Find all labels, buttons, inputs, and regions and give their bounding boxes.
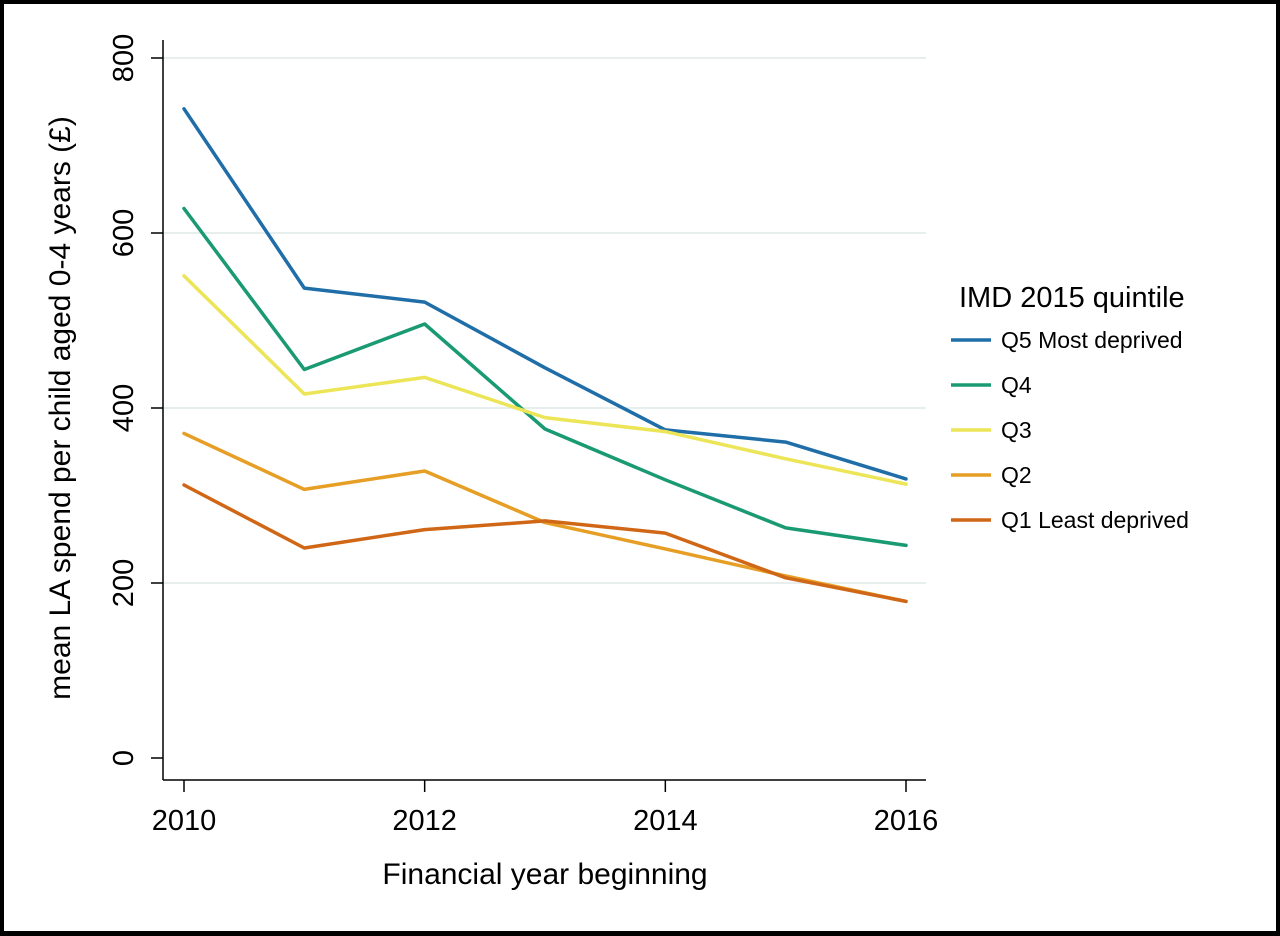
legend-items: Q5 Most deprived Q4 Q3 Q2 Q1 Least deprived [951, 327, 1189, 533]
legend-label-3: Q3 [1001, 417, 1032, 443]
x-tick-label-2012: 2012 [392, 805, 457, 837]
series-lines [182, 107, 908, 604]
legend-label-5: Q1 Least deprived [1001, 507, 1189, 533]
x-tick-label-2016: 2016 [874, 805, 939, 837]
gridlines [163, 57, 926, 584]
y-axis-ticks: 0 200 400 600 800 [108, 34, 163, 766]
axes [162, 40, 926, 781]
x-axis-title: Financial year beginning [382, 858, 707, 891]
series-line-4 [182, 431, 908, 604]
legend-label-4: Q2 [1001, 462, 1032, 488]
legend: IMD 2015 quintile Q5 Most deprived Q4 Q3 Q2… [951, 282, 1189, 533]
series-line-3 [182, 274, 908, 486]
x-tick-label-2014: 2014 [633, 805, 698, 837]
series-line-1 [182, 107, 908, 481]
legend-title: IMD 2015 quintile [959, 282, 1185, 314]
y-tick-label-200: 200 [108, 559, 140, 607]
x-tick-label-2010: 2010 [152, 805, 217, 837]
legend-label-1: Q5 Most deprived [1001, 327, 1183, 353]
y-tick-label-600: 600 [108, 209, 140, 257]
series-line-2 [182, 206, 908, 548]
legend-label-2: Q4 [1001, 372, 1032, 398]
y-tick-label-800: 800 [108, 34, 140, 82]
y-axis-title: mean LA spend per child aged 0-4 years (… [44, 116, 77, 700]
line-chart: 2010 2012 2014 2016 0 200 400 600 800 Financial… [44, 34, 1189, 891]
series-line-5 [182, 483, 908, 604]
y-tick-label-400: 400 [108, 384, 140, 432]
x-axis-ticks: 2010 2012 2014 2016 [152, 780, 939, 837]
y-tick-label-0: 0 [108, 750, 140, 766]
chart-frame: 2010 2012 2014 2016 0 200 400 600 800 Financial… [4, 4, 1276, 931]
